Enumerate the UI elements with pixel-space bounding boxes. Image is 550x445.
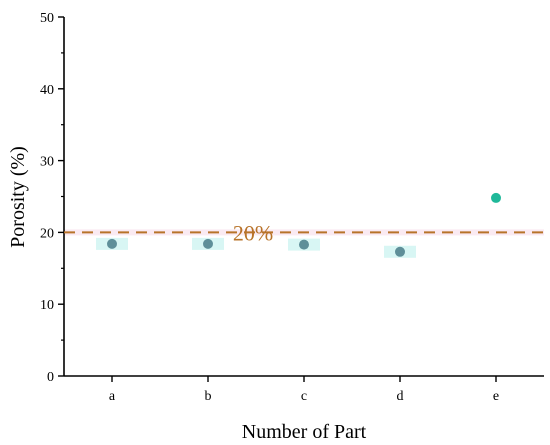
y-axis-title: Porosity (%) [7, 146, 29, 248]
y-tick-label: 20 [40, 226, 54, 241]
x-tick-label: b [205, 389, 212, 404]
y-tick-label: 40 [40, 83, 54, 98]
y-tick-label: 50 [40, 11, 54, 26]
data-point [395, 246, 405, 257]
x-tick-label: d [397, 389, 404, 404]
plot-area: 0 10 20 30 40 50 a b c d e 20% [40, 11, 544, 404]
data-point [491, 192, 501, 203]
x-axis-title: Number of Part [242, 421, 367, 443]
y-tick-label: 30 [40, 155, 54, 170]
data-point [107, 238, 117, 249]
data-point [299, 239, 309, 250]
x-tick-label: a [109, 389, 116, 404]
data-point [203, 238, 213, 249]
x-tick-label: c [301, 389, 307, 404]
x-tick-label: e [493, 389, 499, 404]
y-tick-label: 0 [47, 370, 54, 385]
reference-label: 20% [233, 220, 273, 245]
y-tick-label: 10 [40, 298, 54, 313]
